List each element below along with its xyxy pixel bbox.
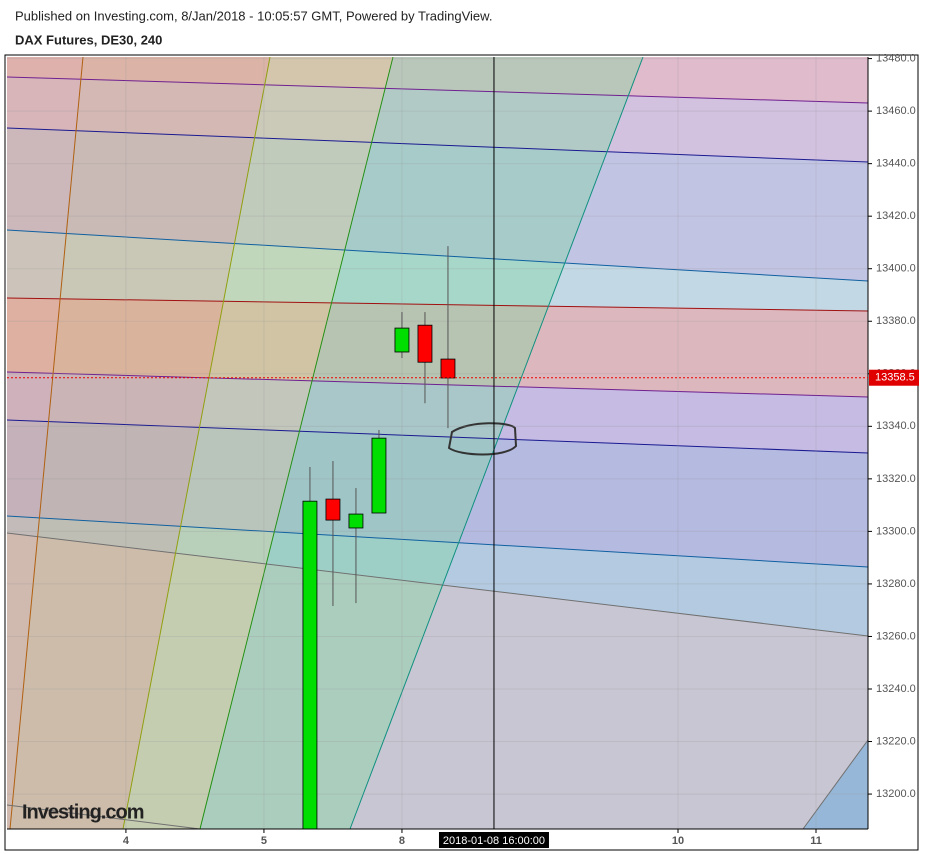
y-tick-label: 13300.0 xyxy=(876,525,916,537)
y-tick-label: 13380.0 xyxy=(876,315,916,327)
drawing-line xyxy=(7,297,868,312)
fan-zone xyxy=(7,57,83,829)
drawing-line xyxy=(199,57,394,829)
y-tick-label: 13480.0 xyxy=(876,52,916,64)
candle-body xyxy=(302,500,318,829)
drawing-line xyxy=(349,57,644,829)
band xyxy=(7,77,868,162)
y-tick-label: 13320.0 xyxy=(876,473,916,485)
candle-body xyxy=(394,327,410,353)
watermark: Investing.com xyxy=(22,801,144,823)
y-tick-label: 13280.0 xyxy=(876,578,916,590)
band xyxy=(7,533,868,829)
drawing-line xyxy=(7,127,868,163)
y-tick-label: 13440.0 xyxy=(876,158,916,170)
candle-body xyxy=(325,498,341,521)
chart-subtitle: Published on Investing.com, 8/Jan/2018 -… xyxy=(15,8,492,23)
drawing-line xyxy=(7,532,868,637)
drawing-line xyxy=(7,804,201,829)
fan-zone xyxy=(10,57,270,829)
candle-body xyxy=(371,437,387,514)
y-tick-label: 13400.0 xyxy=(876,263,916,275)
x-tick-label: 5 xyxy=(261,835,267,847)
x-tick-label: 10 xyxy=(672,835,684,847)
band xyxy=(7,516,868,636)
candle-body xyxy=(417,324,433,363)
x-tick-label: 4 xyxy=(123,835,130,847)
band xyxy=(7,57,868,103)
candles xyxy=(302,246,456,829)
drawing-line xyxy=(802,739,868,829)
last-price-box xyxy=(869,369,919,386)
drawing-line xyxy=(7,515,868,568)
y-tick-label: 13260.0 xyxy=(876,630,916,642)
drawing-line xyxy=(7,229,868,282)
candle-body xyxy=(348,513,364,529)
drawing-lines xyxy=(7,57,868,829)
last-price-label: 13358.5 xyxy=(875,372,915,384)
band xyxy=(7,230,868,311)
chart-title: DAX Futures, DE30, 240 xyxy=(15,32,162,47)
y-tick-label: 13220.0 xyxy=(876,735,916,747)
drawing-line xyxy=(7,371,868,398)
hand-drawn-ellipse xyxy=(447,422,518,456)
band xyxy=(7,372,868,453)
crosshair-label: 2018-01-08 16:00:00 xyxy=(443,835,545,847)
drawing-line xyxy=(7,419,868,454)
band xyxy=(7,298,868,397)
x-tick-label: 8 xyxy=(399,835,405,847)
y-tick-label: 13460.0 xyxy=(876,105,916,117)
drawing-line xyxy=(122,57,271,829)
y-tick-label: 13340.0 xyxy=(876,420,916,432)
drawing-line xyxy=(9,57,84,829)
grid xyxy=(7,57,868,829)
frame xyxy=(4,54,919,851)
y-tick-label: 13200.0 xyxy=(876,788,916,800)
crosshair-box xyxy=(438,832,549,848)
fan-zone xyxy=(123,57,393,829)
x-tick-label: 11 xyxy=(810,835,822,847)
drawing-line xyxy=(7,76,868,104)
band xyxy=(7,420,868,567)
y-tick-label: 13420.0 xyxy=(876,210,916,222)
y-tick-label: 13240.0 xyxy=(876,683,916,695)
candle-body xyxy=(440,358,456,379)
drawings xyxy=(7,57,868,829)
